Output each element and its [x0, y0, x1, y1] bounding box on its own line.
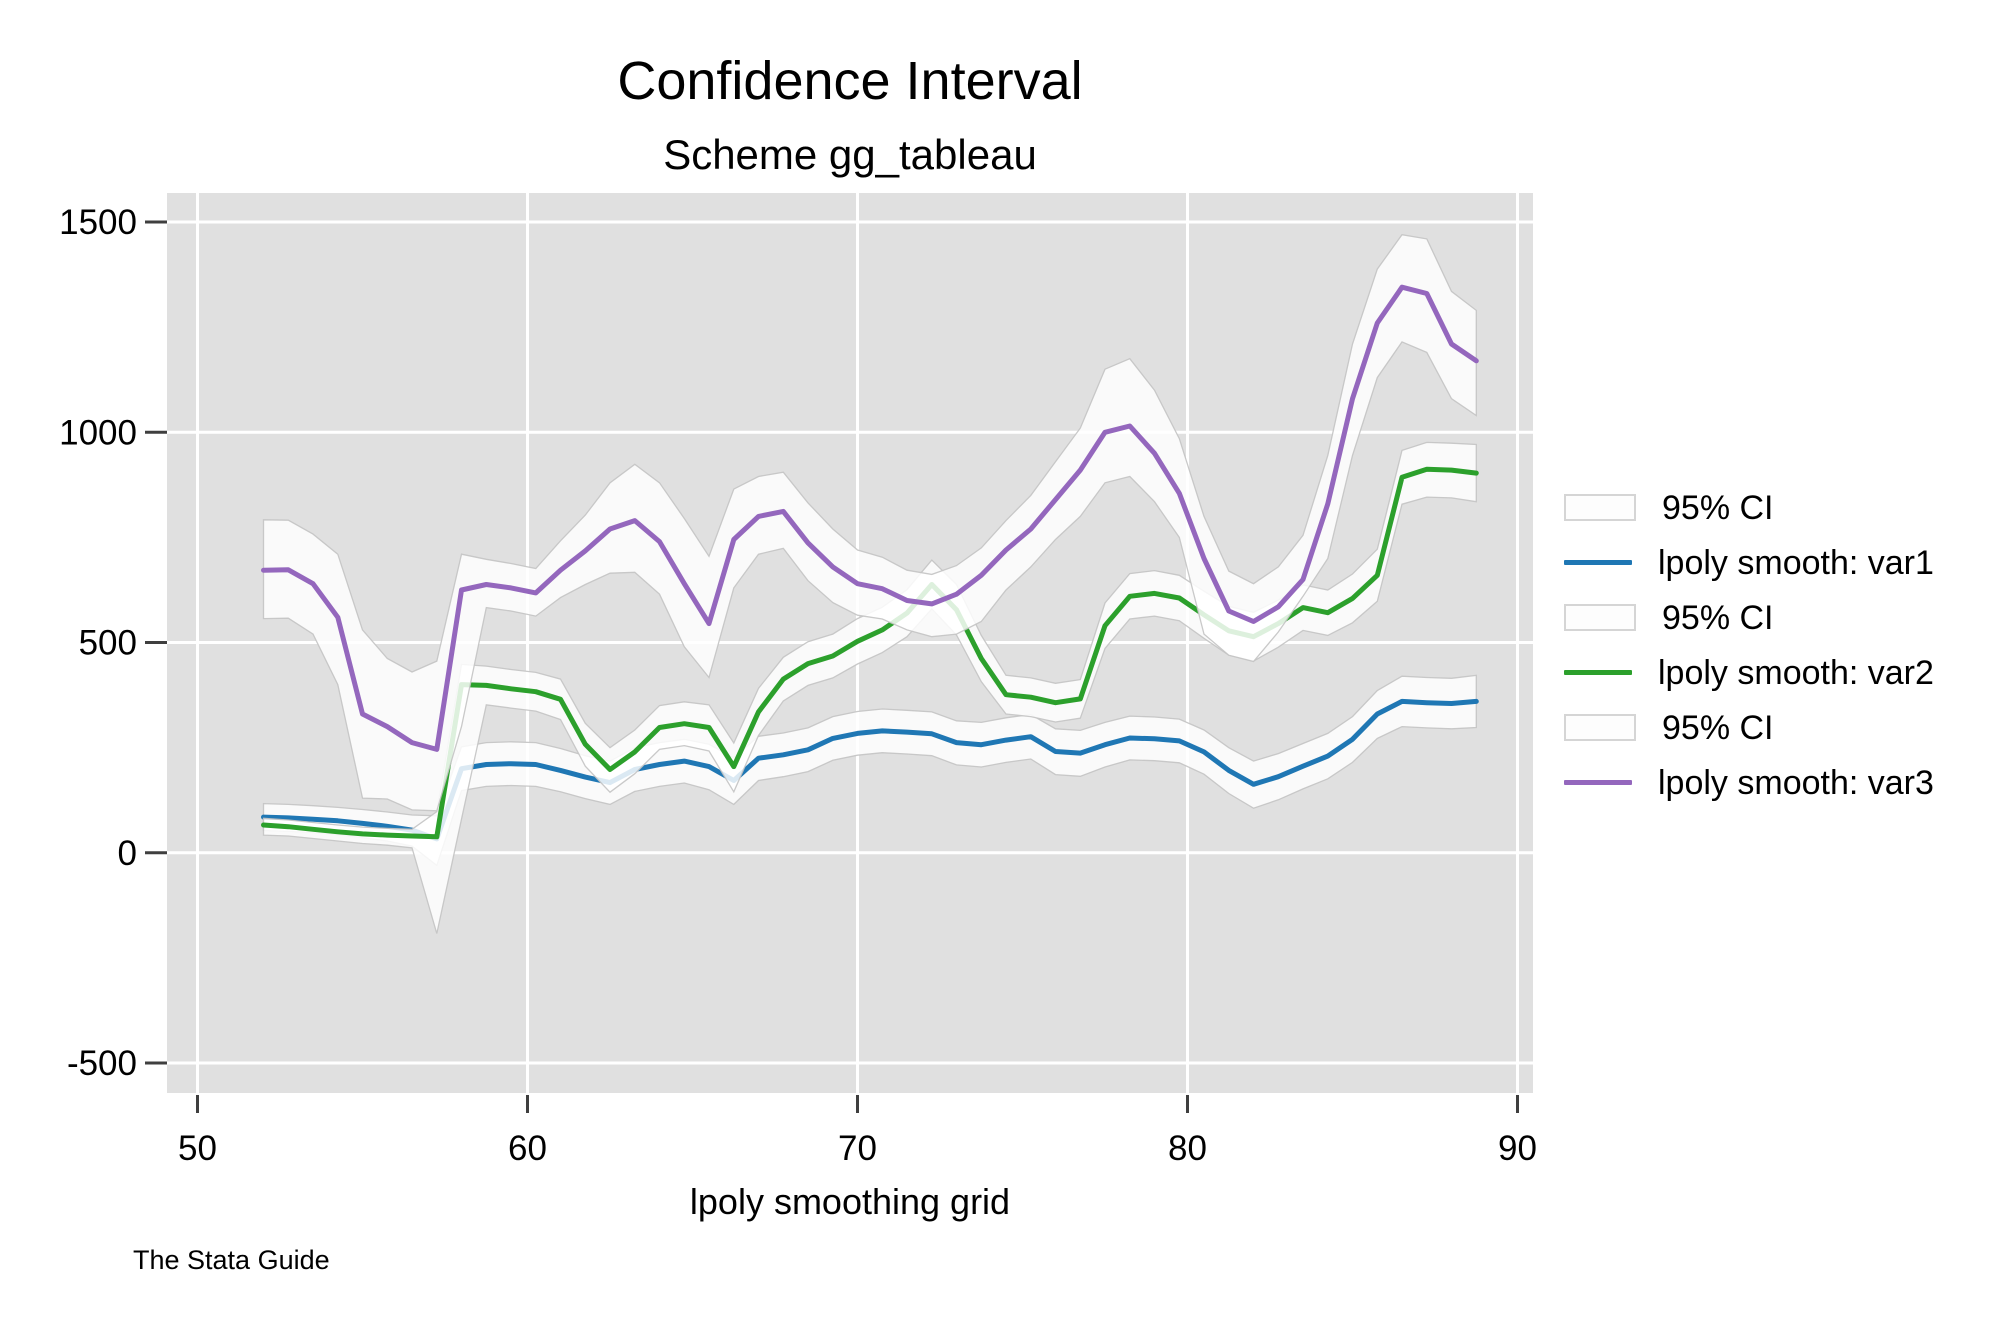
legend: 95% CI lpoly smooth: var1 95% CI lpoly smoo… — [1564, 480, 1934, 810]
y-tick-label: 1000 — [59, 413, 137, 452]
line-var3 — [261, 284, 1479, 752]
x-tick-label: 80 — [1168, 1129, 1207, 1168]
line-swatch — [1564, 780, 1632, 785]
x-tick-label: 60 — [508, 1129, 547, 1168]
y-tick-label: 0 — [118, 834, 137, 873]
chart-subtitle: Scheme gg_tableau — [663, 131, 1037, 178]
x-tick-label: 70 — [838, 1129, 877, 1168]
legend-item-ci-var1: 95% CI — [1564, 480, 1934, 535]
chart-caption: The Stata Guide — [133, 1245, 330, 1275]
legend-item-var3: lpoly smooth: var3 — [1564, 755, 1934, 810]
legend-label: lpoly smooth: var2 — [1658, 653, 1934, 692]
chart-title: Confidence Interval — [617, 51, 1083, 111]
x-tick-label: 50 — [178, 1129, 217, 1168]
legend-label: lpoly smooth: var3 — [1658, 763, 1934, 802]
y-tick-label: -500 — [67, 1044, 137, 1083]
y-tick-label: 1500 — [59, 203, 137, 242]
line-swatch — [1564, 560, 1632, 565]
ci-band-var3 — [262, 233, 1477, 812]
legend-item-ci-var3: 95% CI — [1564, 700, 1934, 755]
legend-label: lpoly smooth: var1 — [1658, 543, 1934, 582]
y-tick-label: 500 — [79, 624, 137, 663]
ci-swatch — [1564, 604, 1636, 631]
x-axis-title: lpoly smoothing grid — [689, 1181, 1011, 1222]
ci-swatch — [1564, 494, 1636, 521]
series-group — [261, 233, 1479, 934]
ci-swatch — [1564, 714, 1636, 741]
legend-item-var1: lpoly smooth: var1 — [1564, 535, 1934, 590]
x-tick-label: 90 — [1498, 1129, 1537, 1168]
legend-label: 95% CI — [1662, 488, 1774, 527]
legend-label: 95% CI — [1662, 708, 1774, 747]
line-swatch — [1564, 670, 1632, 675]
legend-label: 95% CI — [1662, 598, 1774, 637]
legend-item-ci-var2: 95% CI — [1564, 590, 1934, 645]
legend-item-var2: lpoly smooth: var2 — [1564, 645, 1934, 700]
